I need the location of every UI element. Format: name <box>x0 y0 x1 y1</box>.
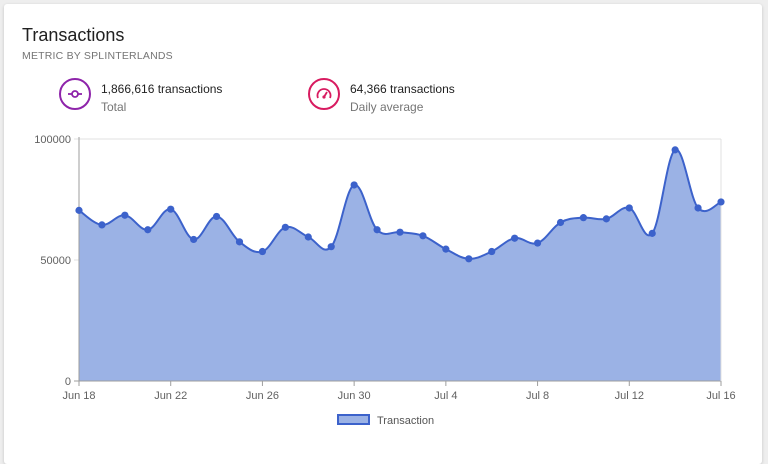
data-point[interactable] <box>717 198 725 206</box>
data-point[interactable] <box>144 226 152 234</box>
data-point[interactable] <box>212 212 221 221</box>
data-point[interactable] <box>579 214 588 222</box>
data-point[interactable] <box>121 211 129 219</box>
data-point[interactable] <box>488 247 496 256</box>
x-tick-label: Jul 16 <box>706 390 735 402</box>
legend-label[interactable]: Transaction <box>377 415 435 427</box>
legend-swatch[interactable] <box>337 414 370 425</box>
data-point[interactable] <box>281 223 289 231</box>
data-point[interactable] <box>648 229 656 237</box>
data-point[interactable] <box>533 239 542 247</box>
x-tick-label: Jul 12 <box>615 390 644 402</box>
data-point[interactable] <box>602 215 610 223</box>
stat-total-label: Total <box>101 100 127 114</box>
x-tick-label: Jul 8 <box>526 390 549 402</box>
data-point[interactable] <box>167 205 175 213</box>
data-point[interactable] <box>327 243 335 251</box>
stat-daily-average-label: Daily average <box>350 100 424 114</box>
x-tick-label: Jun 22 <box>154 390 187 402</box>
data-point[interactable] <box>235 238 244 246</box>
area-chart: 0 50000 100000 Jun 18 Jun 22 Jun 26 Jun 30 Jul… <box>34 134 736 402</box>
card-subtitle: METRIC BY SPLINTERLANDS <box>22 50 173 62</box>
data-point[interactable] <box>98 221 106 229</box>
data-point[interactable] <box>350 181 358 189</box>
data-point[interactable] <box>304 233 312 241</box>
x-tick-label: Jun 30 <box>338 390 371 402</box>
data-point[interactable] <box>373 226 381 234</box>
data-point[interactable] <box>694 204 702 212</box>
speedometer-icon <box>308 78 340 110</box>
y-tick-label: 0 <box>65 376 71 388</box>
data-point[interactable] <box>396 228 404 236</box>
data-point[interactable] <box>442 245 450 253</box>
stat-daily-average-value: 64,366 transactions <box>350 82 455 96</box>
data-point[interactable] <box>419 232 427 240</box>
data-point[interactable] <box>625 204 633 212</box>
data-point[interactable] <box>75 206 83 214</box>
data-point[interactable] <box>556 218 565 227</box>
x-tick-label: Jun 18 <box>62 390 95 402</box>
series-transaction-area <box>79 149 721 381</box>
y-tick-labels: 0 50000 100000 <box>34 134 71 388</box>
x-tick-labels: Jun 18 Jun 22 Jun 26 Jun 30 Jul 4 Jul 8 Jul 12… <box>62 381 736 402</box>
y-tick-label: 50000 <box>40 255 71 267</box>
data-point[interactable] <box>258 247 267 256</box>
data-point[interactable] <box>465 255 473 263</box>
data-point[interactable] <box>511 234 519 242</box>
card-title: Transactions <box>22 25 125 45</box>
data-point[interactable] <box>671 146 679 154</box>
x-tick-label: Jul 4 <box>434 390 457 402</box>
x-tick-label: Jun 26 <box>246 390 279 402</box>
axes <box>74 137 722 386</box>
y-tick-label: 100000 <box>34 134 71 146</box>
data-points <box>75 146 725 263</box>
data-point[interactable] <box>190 235 198 244</box>
commit-icon <box>59 78 91 110</box>
stat-total-value: 1,866,616 transactions <box>101 82 223 96</box>
